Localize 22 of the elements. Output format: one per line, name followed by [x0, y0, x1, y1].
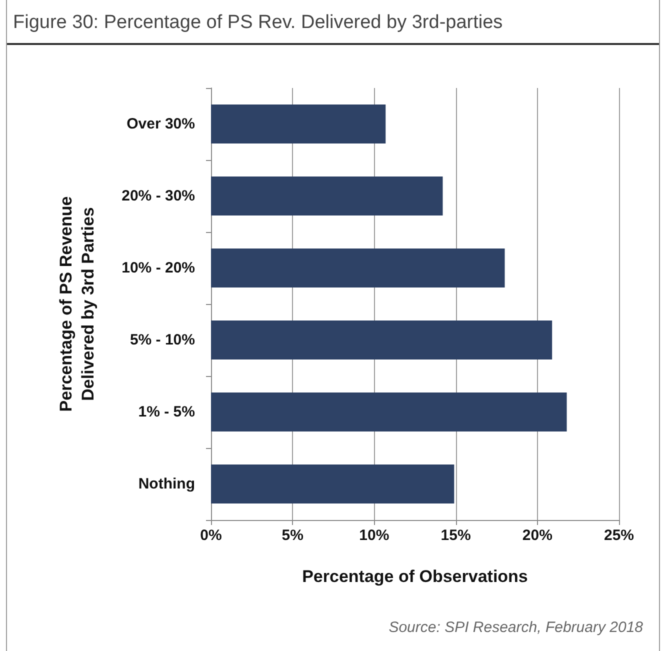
y-axis-title: Percentage of PS Revenue Delivered by 3rd Parties: [56, 196, 98, 412]
bar: [211, 176, 443, 216]
bar: [211, 320, 552, 360]
bar: [211, 248, 505, 288]
x-axis-title: Percentage of Observations: [302, 567, 528, 586]
x-tick-label: 0%: [200, 527, 222, 544]
x-tick-label: 25%: [604, 527, 634, 544]
bar: [211, 392, 567, 432]
bar: [211, 464, 454, 504]
bar: [211, 104, 386, 144]
y-tick-label: Over 30%: [126, 116, 195, 132]
y-tick-label: 20% - 30%: [122, 188, 195, 204]
y-tick-label: Nothing: [138, 476, 195, 492]
y-tick-label: 10% - 20%: [122, 260, 195, 276]
x-tick-label: 20%: [522, 527, 552, 544]
chart-title: Figure 30: Percentage of PS Rev. Delivered by 3rd-parties: [13, 12, 503, 34]
source-note: Source: SPI Research, February 2018: [388, 619, 643, 636]
x-tick-label: 10%: [359, 527, 390, 544]
x-tick-label: 15%: [440, 527, 471, 544]
y-tick-label: 5% - 10%: [130, 332, 195, 348]
y-tick-label: 1% - 5%: [138, 404, 195, 420]
x-tick-label: 5%: [282, 527, 304, 544]
